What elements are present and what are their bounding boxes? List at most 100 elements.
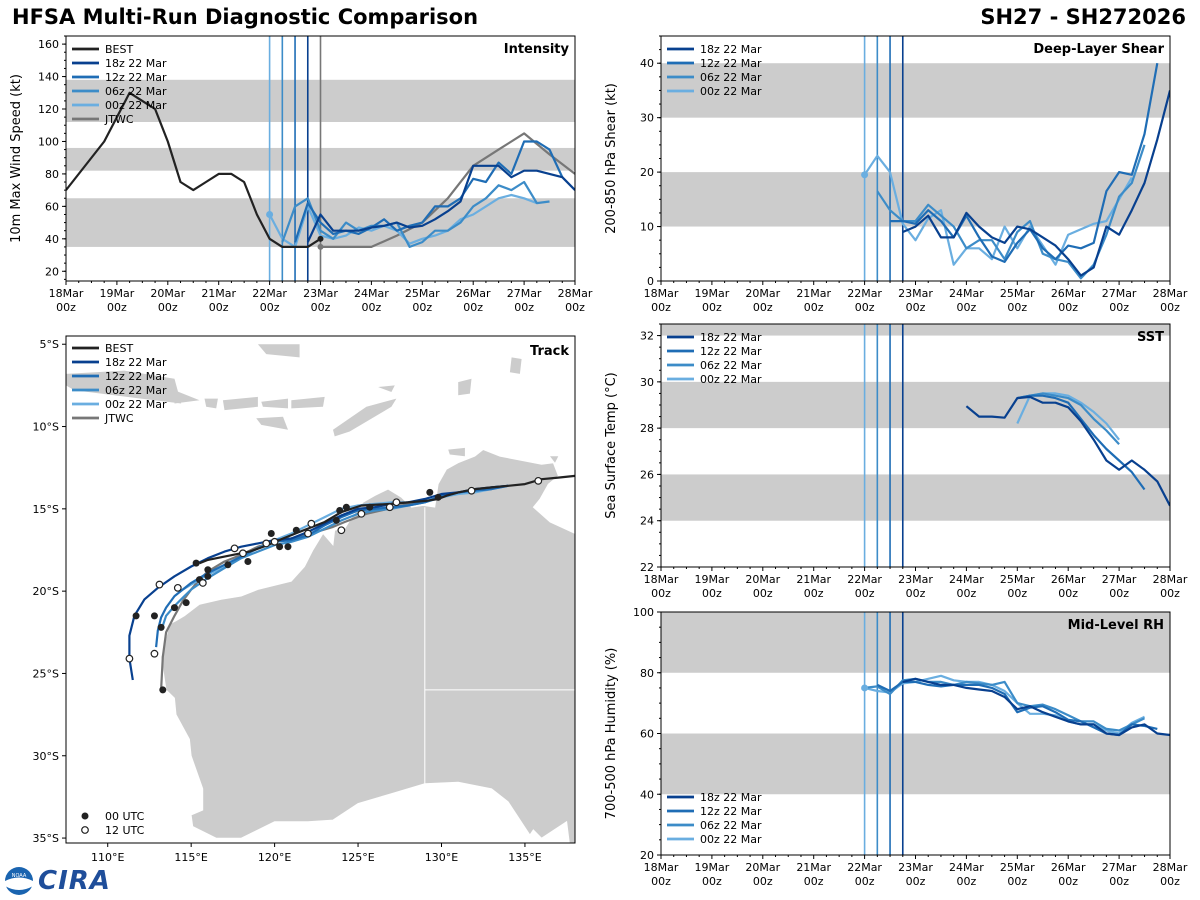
rh-xtick-label: 22Mar xyxy=(847,861,882,874)
track-marker-12z xyxy=(230,544,239,553)
shear-xtick-label: 19Mar xyxy=(695,287,730,300)
track-marker-00z xyxy=(366,503,374,511)
shear-series-r18 xyxy=(902,90,1170,277)
intensity-xtick-label: 00z xyxy=(565,301,585,314)
shear-xtick-label: 22Mar xyxy=(847,287,882,300)
track-xtick-label: 120°E xyxy=(258,851,291,864)
intensity-panel-title: Intensity xyxy=(504,42,570,57)
track-ytick-label: 10°S xyxy=(33,421,59,434)
noaa-logo-icon: NOAA xyxy=(5,867,33,895)
track-marker-00z xyxy=(244,558,252,566)
sst-xtick-label: 19Mar xyxy=(695,573,730,586)
intensity-legend-label: JTWC xyxy=(104,113,134,126)
track-marker-00z xyxy=(150,612,158,620)
track-marker-12z xyxy=(173,583,182,592)
track-marker-00z xyxy=(292,526,300,534)
rh-xtick-label: 00z xyxy=(702,875,722,888)
marker-legend-label: 12 UTC xyxy=(105,824,145,837)
island xyxy=(509,357,522,374)
rh-legend-label: 06z 22 Mar xyxy=(700,819,762,832)
rh-series-r06 xyxy=(864,677,1145,732)
track-frame xyxy=(65,335,576,844)
track-legend-label: JTWC xyxy=(104,412,134,425)
rh-legend-label: 00z 22 Mar xyxy=(700,833,762,846)
rh-ytick-label: 80 xyxy=(640,667,654,680)
shear-xtick-label: 20Mar xyxy=(745,287,780,300)
track-xtick-label: 110°E xyxy=(91,851,124,864)
track-marker-00z xyxy=(192,559,200,567)
track-marker-12z xyxy=(125,654,134,663)
sst-xtick-label: 26Mar xyxy=(1051,573,1086,586)
island xyxy=(66,370,182,404)
shear-ytick-label: 20 xyxy=(640,166,654,179)
island xyxy=(378,385,395,392)
track-marker-00z xyxy=(342,503,350,511)
intensity-xtick-label: 00z xyxy=(107,301,127,314)
intensity-xtick-label: 00z xyxy=(463,301,483,314)
intensity-ytick-label: 20 xyxy=(45,265,59,278)
island xyxy=(174,390,200,404)
shear-xtick-label: 00z xyxy=(906,301,926,314)
island xyxy=(257,344,300,358)
intensity-series-r00 xyxy=(268,193,538,248)
rh-xtick-label: 00z xyxy=(855,875,875,888)
track-panel: 110°E 115°E 120°E 125°E 130°E 135°E 5°S 10°S 15°… xyxy=(33,335,576,864)
shear-xtick-label: 28Mar xyxy=(1153,287,1188,300)
track-marker-12z xyxy=(304,529,312,538)
rh-xtick-label: 20Mar xyxy=(745,861,780,874)
track-ytick-label: 30°S xyxy=(33,750,59,763)
island xyxy=(550,456,559,463)
intensity-series-jtwc xyxy=(320,132,575,248)
rh-xtick-label: 28Mar xyxy=(1153,861,1188,874)
intensity-xtick-label: 24Mar xyxy=(354,287,389,300)
figure-title: HFSA Multi-Run Diagnostic Comparison xyxy=(12,5,479,29)
sst-ytick-label: 30 xyxy=(640,376,654,389)
track-legend-label: 06z 22 Mar xyxy=(105,384,167,397)
intensity-xtick-label: 19Mar xyxy=(100,287,135,300)
rh-xtick-label: 00z xyxy=(1058,875,1078,888)
rh-legend-label: 18z 22 Mar xyxy=(700,791,762,804)
marker-legend-12z xyxy=(81,826,89,834)
rh-panel-title: Mid-Level RH xyxy=(1068,618,1164,633)
track-marker-12z xyxy=(385,503,394,512)
sst-xtick-label: 00z xyxy=(957,587,977,600)
sst-series-r12 xyxy=(1017,394,1146,491)
track-panel-title: Track xyxy=(530,344,569,359)
sst-xtick-label: 23Mar xyxy=(898,573,933,586)
track-marker-12z xyxy=(392,498,401,507)
track-series-best xyxy=(199,474,575,565)
sst-xtick-label: 28Mar xyxy=(1153,573,1188,586)
intensity-ytick-label: 160 xyxy=(38,38,59,51)
track-marker-00z xyxy=(182,599,190,607)
intensity-xtick-label: 26Mar xyxy=(456,287,491,300)
intensity-ytick-label: 120 xyxy=(38,103,59,116)
track-marker-00z xyxy=(204,572,212,580)
sst-xtick-label: 00z xyxy=(651,587,671,600)
shear-xtick-label: 27Mar xyxy=(1102,287,1137,300)
shear-ylabel: 200-850 hPa Shear (kt) xyxy=(604,83,619,234)
track-marker-00z xyxy=(276,543,284,551)
rh-start-dot xyxy=(861,684,869,692)
shear-xtick-label: 00z xyxy=(651,301,671,314)
track-xtick-label: 130°E xyxy=(425,851,458,864)
track-legend-label: 12z 22 Mar xyxy=(105,370,167,383)
shear-start-dot xyxy=(861,171,869,179)
intensity-series-r12 xyxy=(294,140,564,243)
shear-panel-title: Deep-Layer Shear xyxy=(1033,42,1164,57)
sst-xtick-label: 00z xyxy=(1007,587,1027,600)
island xyxy=(256,416,288,430)
sst-xtick-label: 00z xyxy=(1109,587,1129,600)
intensity-ytick-label: 40 xyxy=(45,233,59,246)
intensity-ytick-label: 140 xyxy=(38,71,59,84)
track-marker-00z xyxy=(267,530,275,538)
shear-xtick-label: 25Mar xyxy=(1000,287,1035,300)
track-ytick-label: 15°S xyxy=(33,503,59,516)
sst-xtick-label: 00z xyxy=(906,587,926,600)
track-legend-label: 00z 22 Mar xyxy=(105,398,167,411)
island xyxy=(261,398,288,409)
rh-panel: 2040608010018Mar00z19Mar00z20Mar00z21Mar… xyxy=(604,606,1188,888)
rh-xtick-label: 21Mar xyxy=(796,861,831,874)
track-xtick-label: 115°E xyxy=(174,851,207,864)
